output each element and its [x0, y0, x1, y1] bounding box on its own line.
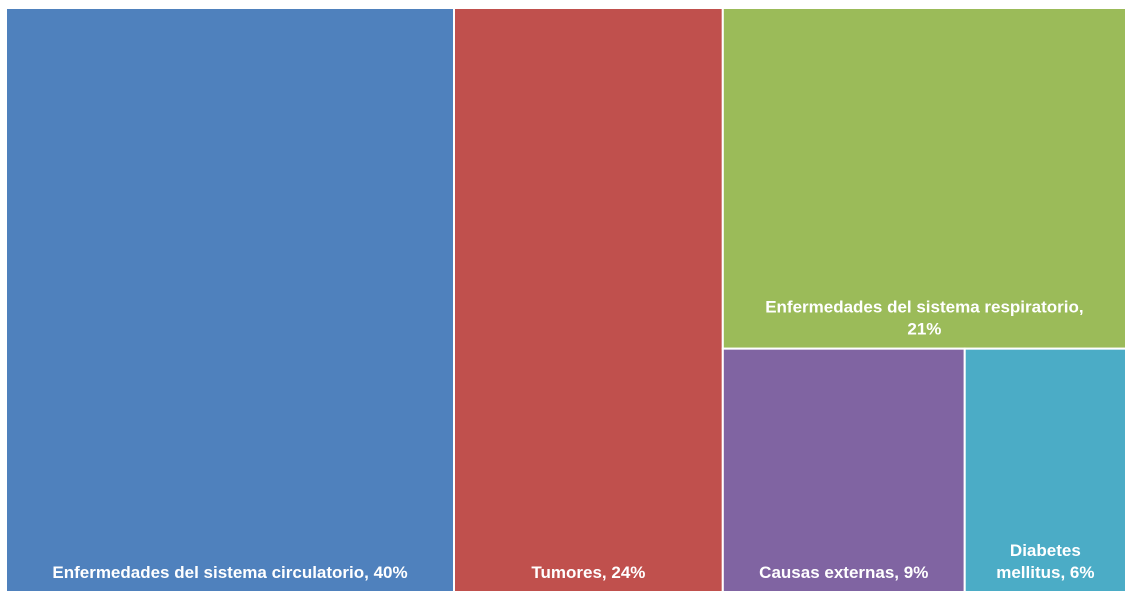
treemap-label-enfermedades-del-sistema-circulatorio: Enfermedades del sistema circulatorio, 4… [52, 563, 407, 582]
treemap-label-tumores: Tumores, 24% [531, 563, 645, 582]
treemap-rect-enfermedades-del-sistema-respiratorio [721, 7, 1126, 350]
treemap-label-enfermedades-del-sistema-respiratorio: Enfermedades del sistema respiratorio, 21… [765, 298, 1083, 339]
treemap-rect-enfermedades-del-sistema-circulatorio [5, 7, 455, 593]
treemap-rect-tumores [453, 7, 724, 593]
treemap-cell-enfermedades-del-sistema-circulatorio: Enfermedades del sistema circulatorio, 4… [5, 7, 455, 593]
treemap-cell-diabetes-mellitus: Diabetes mellitus, 6% [963, 347, 1126, 593]
treemap-rect-causas-externas [721, 347, 966, 593]
treemap-label-diabetes-mellitus: Diabetes mellitus, 6% [996, 541, 1094, 582]
treemap-rect-diabetes-mellitus [963, 347, 1126, 593]
treemap-cell-enfermedades-del-sistema-respiratorio: Enfermedades del sistema respiratorio, 21… [721, 7, 1126, 350]
treemap-label-causas-externas: Causas externas, 9% [759, 563, 928, 582]
treemap-cell-causas-externas: Causas externas, 9% [721, 347, 966, 593]
treemap-cell-tumores: Tumores, 24% [453, 7, 724, 593]
